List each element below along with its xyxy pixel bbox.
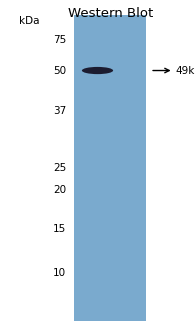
Text: 15: 15 (53, 224, 66, 234)
Text: 49kDa: 49kDa (176, 66, 195, 75)
Text: 10: 10 (53, 268, 66, 278)
Text: 75: 75 (53, 35, 66, 45)
Text: 25: 25 (53, 163, 66, 173)
Text: Western Blot: Western Blot (67, 7, 153, 20)
Bar (74, 15, 146, 321)
Text: 37: 37 (53, 106, 66, 115)
Text: 20: 20 (53, 185, 66, 195)
Text: 50: 50 (53, 66, 66, 75)
Text: kDa: kDa (20, 16, 40, 26)
Ellipse shape (82, 67, 113, 74)
